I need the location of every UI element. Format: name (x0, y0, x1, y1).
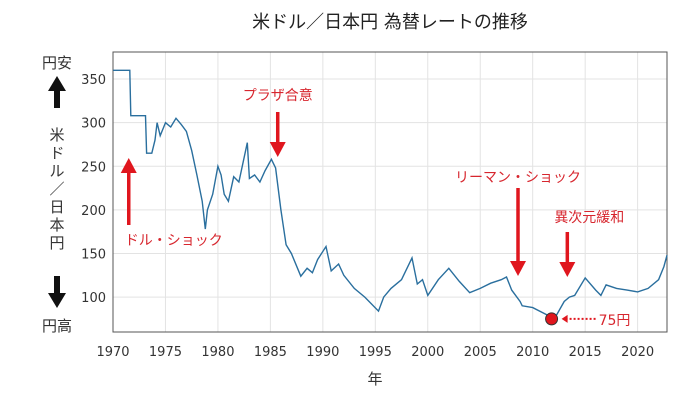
x-ticks: 1970 1975 1980 1985 1990 1995 2000 2005 2010 2015… (96, 345, 654, 360)
annotation-arrow-icon (269, 142, 286, 157)
x-tick-label: 2000 (411, 345, 444, 360)
annotation-arrow-icon (510, 261, 527, 276)
x-tick-label: 1990 (306, 345, 339, 360)
x-tick-label: 2010 (516, 345, 549, 360)
series-line (113, 69, 668, 318)
y-tick-label: 200 (81, 204, 106, 219)
marker-arrow-icon (561, 314, 568, 323)
down-arrow-icon (48, 276, 66, 308)
x-tick-label: 1995 (359, 345, 392, 360)
annotation-arrow-icon (120, 158, 137, 173)
min-point-marker (545, 312, 559, 326)
x-tick-label: 2020 (621, 345, 654, 360)
grid (112, 52, 667, 332)
annotation-arrow-icon (559, 262, 576, 277)
y-tick-label: 300 (81, 117, 106, 132)
annotation-label: リーマン・ショック (455, 170, 581, 186)
up-arrow-icon (48, 76, 66, 108)
min-marker: 75円 (545, 312, 631, 329)
x-tick-label: 1985 (254, 345, 287, 360)
annotation-label: プラザ合意 (243, 87, 313, 104)
y-tick-label: 100 (81, 291, 106, 306)
annotation: リーマン・ショック (455, 170, 581, 276)
chart-title: 米ドル／日本円 為替レートの推移 (252, 12, 528, 33)
x-tick-label: 1975 (149, 345, 182, 360)
y-tick-label: 250 (81, 160, 106, 175)
marker-label: 75円 (599, 313, 631, 329)
x-tick-label: 1970 (96, 345, 129, 360)
y-axis-label: 米ドル／日本円 (49, 126, 64, 252)
annotation-label: 異次元緩和 (554, 210, 624, 226)
plot-frame (112, 51, 668, 333)
annotation: 異次元緩和 (554, 210, 624, 277)
x-tick-label: 2015 (569, 345, 602, 360)
x-tick-label: 2005 (464, 345, 497, 360)
annotation: プラザ合意 (243, 87, 313, 157)
annotation: ドル・ショック (120, 158, 223, 249)
y-tick-label: 150 (81, 247, 106, 262)
y-label-top: 円安 (42, 54, 72, 72)
x-tick-label: 1980 (201, 345, 234, 360)
y-label-bottom: 円高 (42, 317, 72, 335)
y-tick-label: 350 (81, 73, 106, 88)
annotation-label: ドル・ショック (125, 233, 223, 249)
y-ticks: 100 150 200 250 300 350 (81, 73, 106, 306)
x-axis-label: 年 (367, 370, 382, 388)
